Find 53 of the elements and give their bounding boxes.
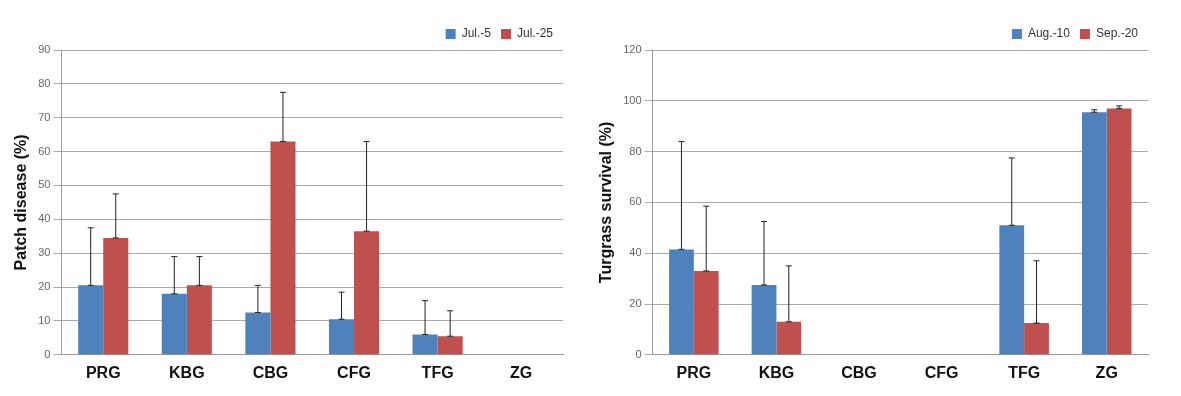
bar <box>669 249 694 355</box>
x-tick-label: PRG <box>676 363 712 381</box>
y-tick-label: 40 <box>38 212 51 225</box>
bar <box>1106 108 1132 355</box>
y-tick-label: 30 <box>38 246 51 259</box>
x-tick-label: TFG <box>1008 363 1041 381</box>
y-axis-title: Patch disease (%) <box>12 134 30 271</box>
bar <box>776 321 802 355</box>
bar <box>78 285 104 355</box>
y-tick-label: 60 <box>38 144 51 157</box>
legend-label: Sep.-20 <box>1095 26 1139 41</box>
x-tick-label: CFG <box>924 363 959 381</box>
bar <box>245 312 271 355</box>
bar <box>412 334 438 355</box>
bar <box>751 284 777 355</box>
bar <box>693 270 719 355</box>
legend-label: Jul.-5 <box>461 26 492 41</box>
x-tick-label: CFG <box>337 363 371 381</box>
y-tick-label: 90 <box>38 43 51 56</box>
x-tick-label: TFG <box>421 363 454 381</box>
x-tick-label: ZG <box>510 363 533 381</box>
bar <box>437 336 463 355</box>
y-tick-label: 80 <box>38 76 51 89</box>
bar <box>1081 112 1107 355</box>
x-tick-label: ZG <box>1095 363 1118 381</box>
y-tick-label: 100 <box>623 93 642 106</box>
y-tick-label: 120 <box>623 43 642 56</box>
bar <box>1024 323 1049 355</box>
y-tick-label: 20 <box>629 297 642 310</box>
bar <box>103 237 129 355</box>
y-tick-label: 0 <box>44 347 51 360</box>
x-tick-label: KBG <box>758 363 795 381</box>
x-tick-label: CBG <box>841 363 877 381</box>
y-tick-label: 0 <box>635 347 642 360</box>
y-tick-label: 80 <box>629 144 642 157</box>
bar <box>354 231 380 355</box>
y-tick-label: 60 <box>629 195 642 208</box>
x-tick-label: CBG <box>252 363 289 381</box>
bar <box>999 225 1025 355</box>
y-axis-title: Turgrass survival (%) <box>597 121 615 284</box>
bar <box>186 285 212 355</box>
y-tick-label: 10 <box>38 313 51 326</box>
y-tick-label: 50 <box>38 178 51 191</box>
y-tick-label: 40 <box>629 246 642 259</box>
x-tick-label: PRG <box>85 363 121 381</box>
legend-label: Jul.-25 <box>516 26 554 41</box>
y-tick-label: 20 <box>38 280 51 293</box>
bar <box>328 319 355 355</box>
x-tick-label: KBG <box>169 363 205 381</box>
legend-label: Aug.-10 <box>1027 26 1071 41</box>
bar <box>161 293 187 355</box>
bar <box>270 141 296 355</box>
y-tick-label: 70 <box>38 110 51 123</box>
